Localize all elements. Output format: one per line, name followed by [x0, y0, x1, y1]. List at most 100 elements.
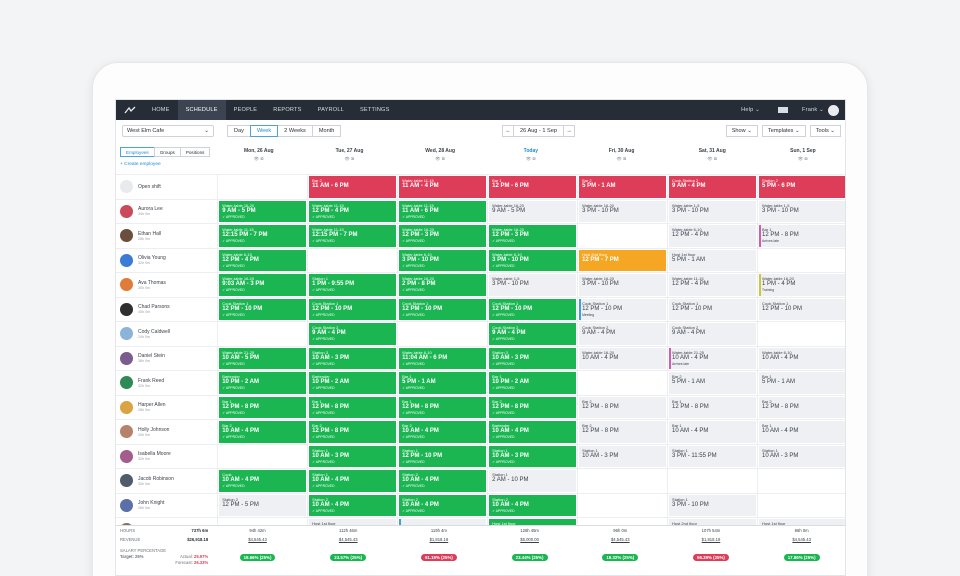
shift-card[interactable]: Water-table 11-15 12:15 PM - 7 PM ✓ APPROV… — [219, 225, 307, 247]
day-label[interactable]: Tue, 27 Aug — [335, 148, 364, 154]
shift-cell[interactable]: Bar 1 12 PM - 8 PM ✓ APPROVED — [217, 394, 308, 419]
shift-card[interactable]: Station 1 10 AM - 3 PM — [579, 445, 667, 467]
shift-cell[interactable]: Bar 1 12 PM - 8 PM — [667, 394, 758, 419]
day-label[interactable]: Wed, 28 Aug — [425, 148, 456, 154]
tab-groups[interactable]: Groups — [153, 147, 181, 157]
shift-cell[interactable]: Bar 2 12 PM - 8 PM — [757, 394, 845, 419]
employee-cell[interactable]: Olivia Young 32h 0m — [116, 247, 218, 272]
shift-card[interactable]: Water-table 6-10 3 PM - 10 PM ✓ APPROVED — [489, 249, 577, 271]
view-2-weeks[interactable]: 2 Weeks — [277, 125, 313, 137]
shift-cell[interactable]: Host 1st floor 5 PM - 1 AM — [667, 247, 758, 272]
shift-card[interactable]: Water-table 16-20 10 AM - 4 PM — [579, 347, 667, 369]
employee-cell[interactable]: Ava Thomas 30h 0m — [116, 272, 218, 297]
day-label[interactable]: Sat, 31 Aug — [698, 148, 726, 154]
shift-card[interactable]: Bar 2 12 PM - 8 PM ✓ APPROVED — [309, 421, 397, 443]
view-week[interactable]: Week — [249, 125, 279, 137]
shift-cell[interactable]: Bartender 10 PM - 2 AM ✓ APPROVED — [217, 370, 308, 395]
shift-card[interactable]: Water-table 16-20 3 PM - 10 PM — [579, 200, 667, 222]
day-icons[interactable]: 👁 ⊠ — [707, 156, 718, 161]
shift-cell[interactable]: Water-table 6-10 11:04 AM - 6 PM ✓ APPROVE… — [397, 345, 488, 370]
shift-card[interactable]: Water-table 21-25 10 AM - 5 PM ✓ APPROVED — [219, 347, 307, 369]
day-revenue[interactable]: $4,545.43 — [792, 537, 811, 542]
shift-cell[interactable]: Water-table 11-15 12 PM - 4 PM — [667, 272, 758, 297]
shift-card[interactable]: Water-table 6-10 10 AM - 4 PM — [759, 347, 845, 369]
shift-card[interactable]: Bar 2 12 PM - 8 PM ✓ APPROVED — [489, 396, 577, 418]
shift-card[interactable]: Water-table 16-20 1 PM - 4 PM Training — [759, 274, 845, 296]
shift-card[interactable]: Cook Station 1 12 PM - 10 PM ✓ APPROVED — [489, 298, 577, 320]
day-icons[interactable]: 👁 ⊠ — [616, 156, 627, 161]
shift-cell[interactable]: Water-table 16-20 3 PM - 10 PM — [577, 198, 668, 223]
shift-card[interactable]: Cook Station 1 12 PM - 10 PM ✓ APPROVED — [399, 298, 487, 320]
shift-card[interactable]: Water-table 11-15 12 PM - 4 PM ✓ APPROVED — [309, 200, 397, 222]
employee-cell[interactable]: Harper Allen 28h 0m — [116, 394, 218, 419]
shift-card[interactable]: Station 2 12 PM - 5 PM — [219, 494, 307, 516]
shift-card[interactable]: Station 1 10 AM - 3 PM — [759, 445, 845, 467]
shift-cell[interactable]: Station 1 10 AM - 3 PM ✓ APPROVED — [307, 443, 398, 468]
shift-cell[interactable]: Bar 2 11 AM - 6 PM — [307, 174, 398, 199]
shift-card[interactable]: Bar 1 10 PM - 2 AM ✓ APPROVED — [489, 372, 577, 394]
shift-cell[interactable]: Cook Station 1 12 PM - 10 PM ✓ APPROVED — [307, 296, 398, 321]
shift-cell[interactable]: Water-table 11-15 11 AM - 6 PM ✓ APPROVED — [397, 198, 488, 223]
shift-cell[interactable]: Water-table 11-15 12:15 PM - 7 PM ✓ APPROV… — [217, 223, 308, 248]
shift-card[interactable]: Water-table 11-15 12:15 PM - 7 PM ✓ APPROV… — [309, 225, 397, 247]
day-label[interactable]: Fri, 30 Aug — [608, 148, 635, 154]
shift-card[interactable]: Station 3 10 AM - 3 PM ✓ APPROVED — [489, 347, 577, 369]
shift-cell[interactable]: Host 2nd floor 12 PM - 7 PM — [577, 247, 668, 272]
shift-card[interactable]: Bar 2 12 PM - 8 PM — [579, 421, 667, 443]
shift-card[interactable]: Bartender 10 PM - 2 AM ✓ APPROVED — [309, 372, 397, 394]
tab-employees[interactable]: Employees — [120, 147, 155, 157]
shift-cell[interactable]: Bar 1 12 PM - 8 PM Arrives late — [757, 223, 845, 248]
shift-cell[interactable]: Water-table 16-20 12 PM - 3 PM ✓ APPROVED — [487, 223, 578, 248]
employee-cell[interactable]: Holly Johnson 30h 0m — [116, 419, 218, 444]
shift-card[interactable]: Cook Station 1 12 PM - 10 PM — [669, 298, 757, 320]
shift-card[interactable]: Station 1 10 AM - 4 PM ✓ APPROVED — [309, 470, 397, 492]
day-label[interactable]: Sun, 1 Sep — [790, 148, 816, 154]
shift-card[interactable]: Station 1 10 AM - 3 PM ✓ APPROVED — [489, 445, 577, 467]
day-revenue[interactable]: $5,000.00 — [520, 537, 539, 542]
shift-cell[interactable]: Water-table 1-5 3 PM - 10 PM — [667, 198, 758, 223]
toolbar-menu-2[interactable]: Tools ⌄ — [809, 125, 841, 137]
shift-cell[interactable] — [667, 468, 758, 493]
shift-cell[interactable] — [577, 223, 668, 248]
shift-card[interactable]: Bar 1 12 PM - 8 PM Arrives late — [759, 225, 845, 247]
shift-card[interactable]: Water-table 21-25 10 AM - 4 PM Arrives lat… — [669, 347, 757, 369]
shift-card[interactable]: Station 3 10 AM - 3 PM ✓ APPROVED — [309, 347, 397, 369]
shift-cell[interactable]: Water-table 11-15 11 AM - 4 PM — [397, 174, 488, 199]
shift-cell[interactable] — [757, 247, 845, 272]
day-label[interactable]: Mon, 26 Aug — [244, 148, 274, 154]
shift-cell[interactable]: Water-table 21-25 10 AM - 5 PM ✓ APPROVED — [217, 345, 308, 370]
shift-cell[interactable]: Bar 1 12 PM - 8 PM ✓ APPROVED — [397, 394, 488, 419]
shift-card[interactable]: Water-table 16-20 2 PM - 8 PM ✓ APPROVED — [399, 274, 487, 296]
shift-card[interactable]: Bar 1 12 PM - 8 PM — [669, 396, 757, 418]
help-menu[interactable]: Help ⌄ — [741, 107, 761, 113]
shift-card[interactable]: Water-table 6-10 3 PM - 10 PM ✓ APPROVED — [399, 249, 487, 271]
shift-cell[interactable] — [217, 174, 308, 199]
toolbar-menu-1[interactable]: Templates ⌄ — [761, 125, 806, 137]
shift-card[interactable]: Bartender 10 PM - 2 AM ✓ APPROVED — [219, 372, 307, 394]
shift-cell[interactable] — [307, 247, 398, 272]
shift-cell[interactable]: Bar 1 12 PM - 6 PM — [487, 174, 578, 199]
employee-cell[interactable]: John Knight 26h 0m — [116, 492, 218, 517]
day-icons[interactable]: 👁 ⊠ — [253, 156, 264, 161]
shift-card[interactable]: Bar 1 12 PM - 8 PM ✓ APPROVED — [219, 396, 307, 418]
shift-cell[interactable]: Bar 2 12 PM - 8 PM ✓ APPROVED — [307, 419, 398, 444]
shift-cell[interactable]: Cook Station 1 12 PM - 10 PM ✓ APPROVED — [397, 296, 488, 321]
location-select[interactable]: West Elm Cafe ⌄ — [122, 125, 214, 137]
shift-cell[interactable]: Bar 2 12 PM - 8 PM — [577, 394, 668, 419]
shift-cell[interactable]: Water-table 1-5 3 PM - 10 PM — [487, 272, 578, 297]
shift-card[interactable]: Cook 10 AM - 4 PM ✓ APPROVED — [219, 470, 307, 492]
shift-card[interactable]: Water-table 11-15 11 AM - 4 PM — [399, 176, 487, 198]
shift-cell[interactable]: Cook 10 AM - 4 PM ✓ APPROVED — [217, 468, 308, 493]
